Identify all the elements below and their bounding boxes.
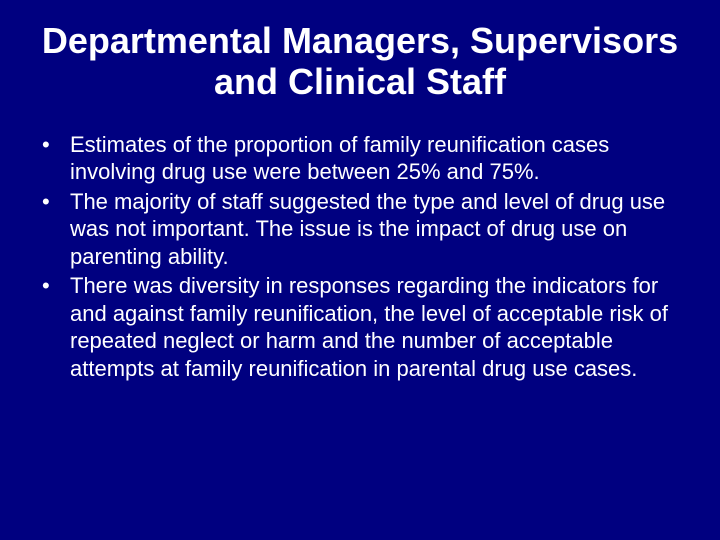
slide-title: Departmental Managers, Supervisors and C… bbox=[30, 20, 690, 103]
bullet-item: Estimates of the proportion of family re… bbox=[38, 131, 690, 186]
bullet-item: There was diversity in responses regardi… bbox=[38, 272, 690, 382]
bullet-item: The majority of staff suggested the type… bbox=[38, 188, 690, 271]
bullet-list: Estimates of the proportion of family re… bbox=[30, 131, 690, 383]
